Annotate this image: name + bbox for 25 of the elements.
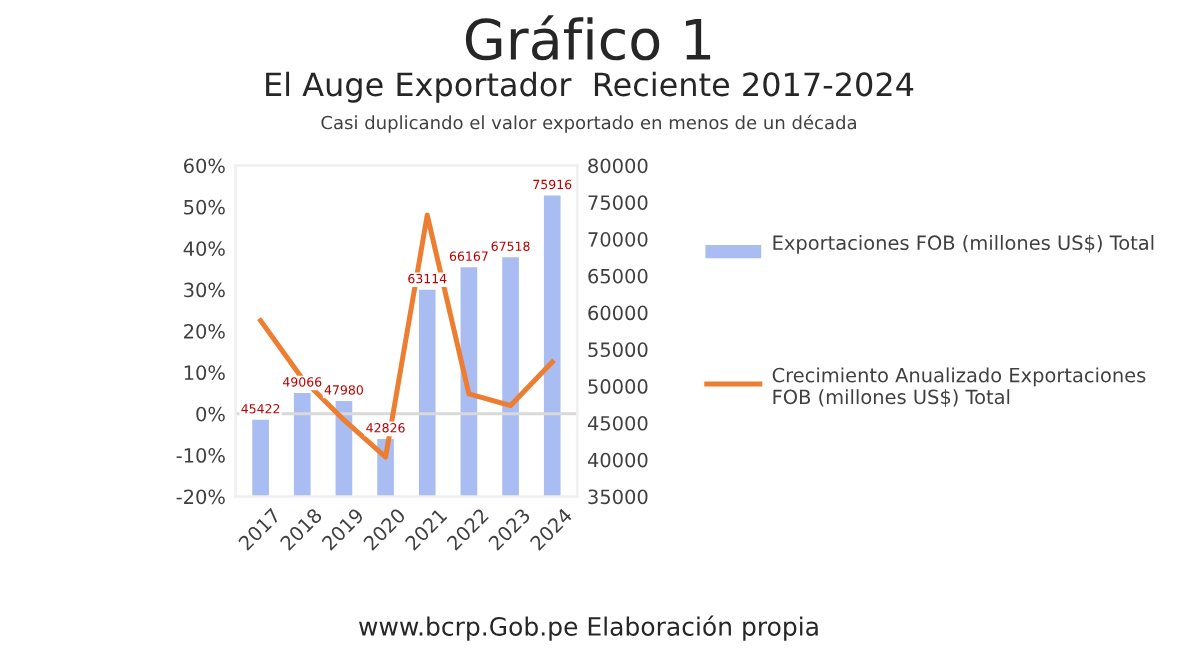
chart-subtitle: Casi duplicando el valor exportado en menos de un década [321,114,856,133]
y-tick-label: 40% [183,241,225,256]
y2-tick-label: 45000 [587,415,648,431]
y2-tick-label: 55000 [588,342,648,358]
y2-tick-label: 80000 [588,158,648,174]
text: Gráfico 1 [465,15,711,61]
y2-tick-label: 70000 [588,232,648,247]
y-tick-label: -10% [176,448,225,463]
text: www.bcrp.Gob.pe Elaboración propia [359,615,818,641]
y-tick-label: 20% [184,323,225,339]
y-tick-label: 50% [184,199,225,215]
y2-tick-label: 65000 [588,268,648,284]
legend-label: Exportaciones FOB (millones US$) Total [773,235,1154,254]
y2-tick-label: 50000 [588,379,648,394]
legend-label: Crecimiento Anualizado Exportaciones FOB (millones US$) Total [772,367,1146,407]
y2-tick-label: 35000 [588,489,648,505]
y2-tick-label: 75000 [588,195,648,210]
y2-tick-label: 40000 [587,452,648,468]
y-tick-label: 10% [184,365,225,381]
y-tick-label: 0% [196,406,225,422]
chart-title: El Auge Exportador Reciente 2017-2024 [266,71,914,103]
y-tick-label: 30% [184,282,225,298]
y2-tick-label: 60000 [588,305,648,321]
y-tick-label: -20% [176,489,225,505]
y-tick-label: 60% [184,158,225,174]
